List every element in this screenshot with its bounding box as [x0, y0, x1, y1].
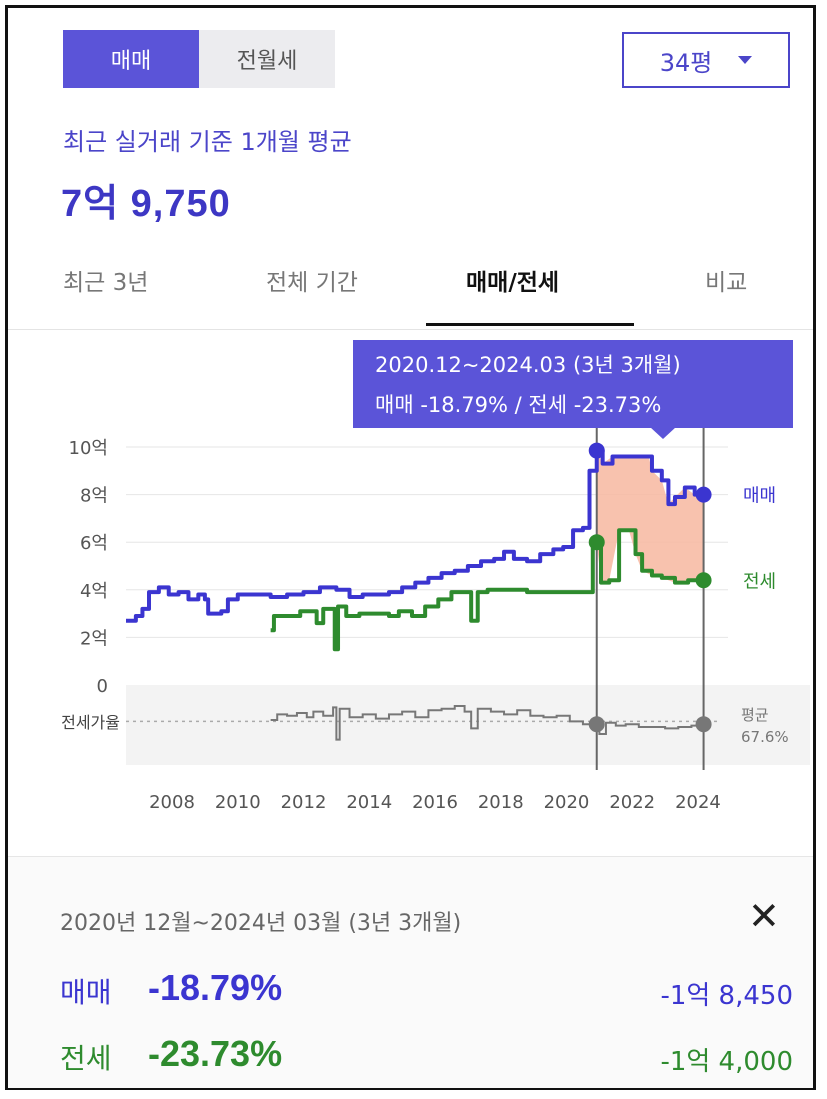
jeonse-change-amount: -1억 4,000 [660, 1047, 793, 1077]
sale-change-label: 매매 [60, 976, 112, 1009]
average-price: 7억 9,750 [61, 183, 231, 225]
tab-compare[interactable]: 비교 [705, 270, 748, 296]
ratio-avg-value: 67.6% [741, 728, 789, 746]
x-tick-label: 2014 [346, 792, 392, 813]
tooltip-box [353, 340, 793, 428]
tab-all-period[interactable]: 전체 기간 [266, 270, 358, 296]
period-tabs: 최근 3년 전체 기간 매매/전세 비교 [8, 253, 813, 330]
y-tick-label: 0 [97, 676, 108, 697]
ratio-point [695, 716, 712, 733]
area-select-value: 34평 [659, 48, 713, 77]
area-select[interactable]: 34평 [622, 32, 790, 88]
y-tick-label: 2억 [80, 628, 108, 649]
jeonse-change-label: 전세 [60, 1042, 112, 1075]
x-tick-label: 2020 [544, 792, 590, 813]
sale-end-point [695, 486, 712, 503]
average-label: 최근 실거래 기준 1개월 평균 [63, 128, 352, 156]
jeonse-end-point [695, 572, 712, 589]
tooltip-change: 매매 -18.79% / 전세 -23.73% [375, 393, 661, 417]
period-detail-panel: 2020년 12월~2024년 03월 (3년 3개월) ✕ 매매 -18.79… [8, 856, 813, 1088]
x-tick-label: 2018 [478, 792, 524, 813]
y-tick-label: 6억 [80, 533, 108, 554]
active-tab-underline [426, 323, 634, 326]
x-tick-label: 2010 [215, 792, 261, 813]
sale-change-percent: -18.79% [148, 967, 283, 1008]
sale-legend-label: 매매 [743, 486, 776, 507]
x-tick-label: 2016 [412, 792, 458, 813]
x-tick-label: 2022 [609, 792, 655, 813]
ratio-avg-label: 평균 [741, 706, 769, 724]
y-tick-label: 4억 [80, 581, 108, 602]
sale-change-amount: -1억 8,450 [660, 981, 793, 1011]
jeonse-series-line [270, 528, 704, 652]
tooltip-period: 2020.12~2024.03 (3년 3개월) [375, 353, 681, 377]
y-tick-label: 8억 [80, 486, 108, 507]
rent-toggle-button[interactable]: 전월세 [236, 49, 298, 74]
x-tick-label: 2008 [149, 792, 195, 813]
jeonse-legend-label: 전세 [743, 571, 776, 592]
caret-down-icon [738, 56, 753, 64]
jeonse-change-percent: -23.73% [148, 1033, 283, 1074]
sale-start-point [588, 442, 605, 459]
panel: 매매 전월세 34평 최근 실거래 기준 1개월 평균 7억 9,750 최근 … [5, 5, 816, 1090]
close-icon[interactable]: ✕ [748, 894, 780, 938]
ratio-series-line [270, 705, 705, 741]
deal-type-toggle: 매매 전월세 [63, 30, 335, 88]
ratio-point [588, 716, 605, 733]
jeonse-start-point [588, 534, 605, 551]
x-tick-label: 2024 [675, 792, 721, 813]
sale-toggle-button[interactable]: 매매 [63, 30, 199, 88]
ratio-label: 전세가율 [61, 713, 120, 732]
sale-series-line [126, 448, 704, 623]
selection-highlight [596, 450, 704, 583]
x-tick-label: 2012 [281, 792, 327, 813]
tab-sale-jeonse[interactable]: 매매/전세 [466, 270, 560, 296]
period-label: 2020년 12월~2024년 03월 (3년 3개월) [60, 911, 462, 936]
y-tick-label: 10억 [69, 438, 108, 459]
tooltip-pointer [650, 427, 676, 439]
tab-recent-3-years[interactable]: 최근 3년 [63, 270, 149, 296]
